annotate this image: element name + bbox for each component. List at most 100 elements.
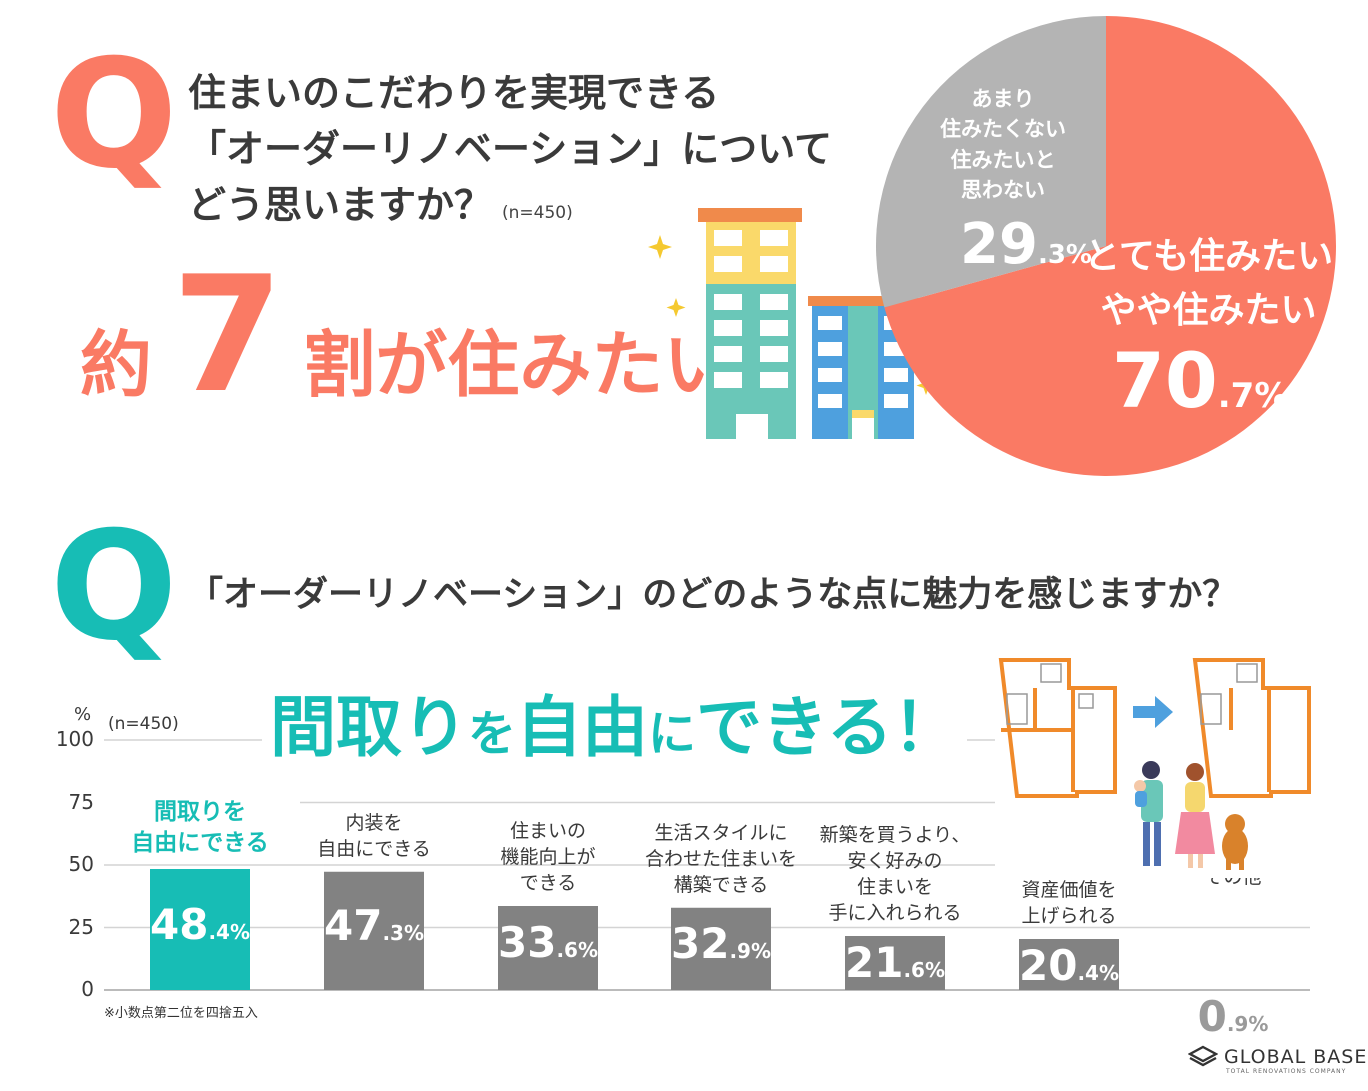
- bar-value-5-main: 20: [1018, 941, 1078, 990]
- bar-value-6: 0.9%: [1163, 992, 1303, 1041]
- bar-5: [1019, 939, 1119, 990]
- pie-label-gray-line-4: 思わない: [961, 178, 1045, 203]
- pie-chart: [876, 16, 1336, 476]
- bar-value-2-main: 33: [497, 918, 557, 967]
- bar-label-4-line-3: 手に入れられる: [828, 902, 962, 924]
- q2-question: 「オーダーリノベーション」のどのような点に魅力を感じますか？: [188, 575, 1238, 615]
- bar-label-2: 住まいの機能向上ができる: [448, 818, 648, 896]
- bar-sample-size: (n=450): [108, 714, 179, 734]
- logo-name: GLOBAL BASE: [1224, 1046, 1368, 1068]
- y-axis-unit: %: [74, 704, 92, 725]
- bar-label-4-line-2: 住まいを: [856, 876, 933, 898]
- family-icon: [1134, 761, 1248, 870]
- bar-value-4-main: 21: [844, 938, 904, 987]
- rounding-note: ※小数点第二位を四捨五入: [104, 1006, 258, 1021]
- pie-value-coral: 70.7%: [1112, 336, 1288, 425]
- bar-label-4-line-1: 安く好みの: [847, 850, 943, 872]
- q1-question-line-2: 「オーダーリノベーション」について: [188, 127, 833, 171]
- q2-headline-part-1: 間取り: [270, 689, 468, 766]
- bar-2: [498, 906, 598, 990]
- bar-label-3-line-1: 合わせた住まいを: [644, 847, 797, 870]
- y-tick-50: 50: [68, 852, 94, 876]
- floorplan-illustration: [995, 638, 1320, 878]
- arrow-right-icon: [1133, 696, 1173, 728]
- logo-tagline: TOTAL RENOVATIONS COMPANY: [1226, 1068, 1347, 1075]
- bar-value-0: 48.4%: [130, 900, 270, 949]
- bar-label-4: 新築を買うより、 安く好みの住まいを手に入れられる: [795, 822, 995, 926]
- bar-value-2-frac: .6%: [556, 938, 598, 962]
- y-tick-25: 25: [68, 914, 94, 939]
- bar-value-3-frac: .9%: [729, 938, 771, 963]
- bar-label-3: 生活スタイルに 合わせた住まいを 構築できる: [621, 820, 821, 898]
- pie-value-coral-frac: .7%: [1217, 376, 1289, 416]
- pie-label-coral-line-2: やや住みたい: [1100, 290, 1317, 331]
- pie-label-coral-line-1: とても住みたい: [1084, 236, 1334, 277]
- bar-label-0-line-0: 間取りを: [154, 799, 246, 825]
- bar-label-2-line-1: 機能向上が: [500, 846, 596, 868]
- pie-label-coral: とても住みたい やや住みたい: [1084, 230, 1333, 338]
- bars: [150, 869, 1119, 990]
- q1-badge: Q: [50, 28, 178, 202]
- bar-value-1: 47.3%: [304, 901, 444, 950]
- bar-value-4-frac: .6%: [903, 958, 945, 982]
- pie-label-gray-line-1: あまり: [971, 87, 1035, 111]
- bar-0: [150, 869, 250, 990]
- bar-label-3-line-0: 生活スタイルに: [654, 821, 788, 844]
- bar-chart: [104, 739, 1310, 991]
- bar-label-2-line-2: できる: [519, 872, 577, 894]
- pie-label-gray-line-3: 住みたいと: [950, 147, 1056, 172]
- q1-question-line-1: 住まいのこだわりを実現できる: [188, 71, 720, 115]
- bar-value-0-main: 48: [149, 899, 209, 949]
- bar-label-1: 内装を 自由にできる: [274, 810, 474, 862]
- q2-headline: 間取りを自由にできる！: [262, 674, 967, 770]
- q2-badge: Q: [50, 500, 178, 674]
- bar-value-4: 21.6%: [825, 938, 965, 987]
- pie-value-gray-frac: .3%: [1037, 240, 1092, 270]
- bar-label-5-line-1: 上げられる: [1021, 905, 1117, 927]
- bar-value-2: 33.6%: [478, 918, 618, 967]
- bar-label-0-line-1: 自由にできる: [131, 830, 269, 856]
- pie-value-gray-main: 29: [960, 212, 1038, 277]
- bar-label-5-line-0: 資産価値を: [1021, 879, 1117, 901]
- y-tick-75: 75: [68, 789, 94, 814]
- q1-sample-size: (n=450): [502, 203, 573, 223]
- pie-slices: [876, 16, 1336, 476]
- dog-icon: [1222, 814, 1248, 870]
- bar-value-6-frac: .9%: [1226, 1011, 1269, 1036]
- bar-label-1-line-1: 自由にできる: [317, 837, 431, 860]
- bar-value-5: 20.4%: [999, 941, 1139, 990]
- q2-headline-part-5: できる！: [696, 689, 959, 766]
- bar-value-1-main: 47: [323, 900, 383, 950]
- bar-value-5-frac: .4%: [1077, 961, 1119, 985]
- bar-1: [324, 871, 424, 990]
- bar-label-4-line-0: 新築を買うより、: [819, 824, 971, 846]
- bar-value-1-frac: .3%: [382, 920, 424, 945]
- pie-label-gray: あまり 住みたくない 住みたいと 思わない: [940, 84, 1066, 206]
- y-tick-100: 100: [55, 727, 94, 751]
- bar-label-3-line-2: 構築できる: [673, 873, 769, 896]
- bar-label-1-line-0: 内装を: [345, 811, 403, 834]
- bar-value-0-frac: .4%: [208, 919, 250, 944]
- pie-slice-1: [876, 16, 1106, 308]
- pie-value-gray: 29.3%: [960, 212, 1092, 277]
- bar-value-3: 32.9%: [651, 919, 791, 968]
- q2-headline-part-2: を: [468, 706, 517, 762]
- bar-value-3-main: 32: [670, 918, 730, 968]
- y-tick-0: 0: [81, 977, 94, 1001]
- bar-label-0: 間取りを自由にできる: [100, 797, 300, 859]
- bar-label-2-line-0: 住まいの: [509, 820, 586, 842]
- bar-4: [845, 936, 945, 990]
- logo-mark-icon: [1187, 1045, 1219, 1067]
- pie-label-gray-line-2: 住みたくない: [940, 117, 1066, 142]
- pie-slice-0: [884, 16, 1336, 476]
- bar-3: [671, 907, 771, 990]
- q2-headline-part-3: 自由: [516, 689, 649, 766]
- q1-question-line-3: どう思いますか？ (n=450): [188, 174, 573, 229]
- logo-main: GLOBAL BASE: [1187, 1045, 1368, 1068]
- q1-headline-number: 7: [172, 241, 284, 428]
- bar-label-5: 資産価値を上げられる: [969, 877, 1169, 929]
- bar-value-6-main: 0: [1197, 991, 1227, 1041]
- company-logo: GLOBAL BASE TOTAL RENOVATIONS COMPANY: [1187, 1045, 1368, 1075]
- q2-headline-part-4: に: [648, 706, 697, 762]
- pie-value-coral-main: 70: [1112, 336, 1218, 425]
